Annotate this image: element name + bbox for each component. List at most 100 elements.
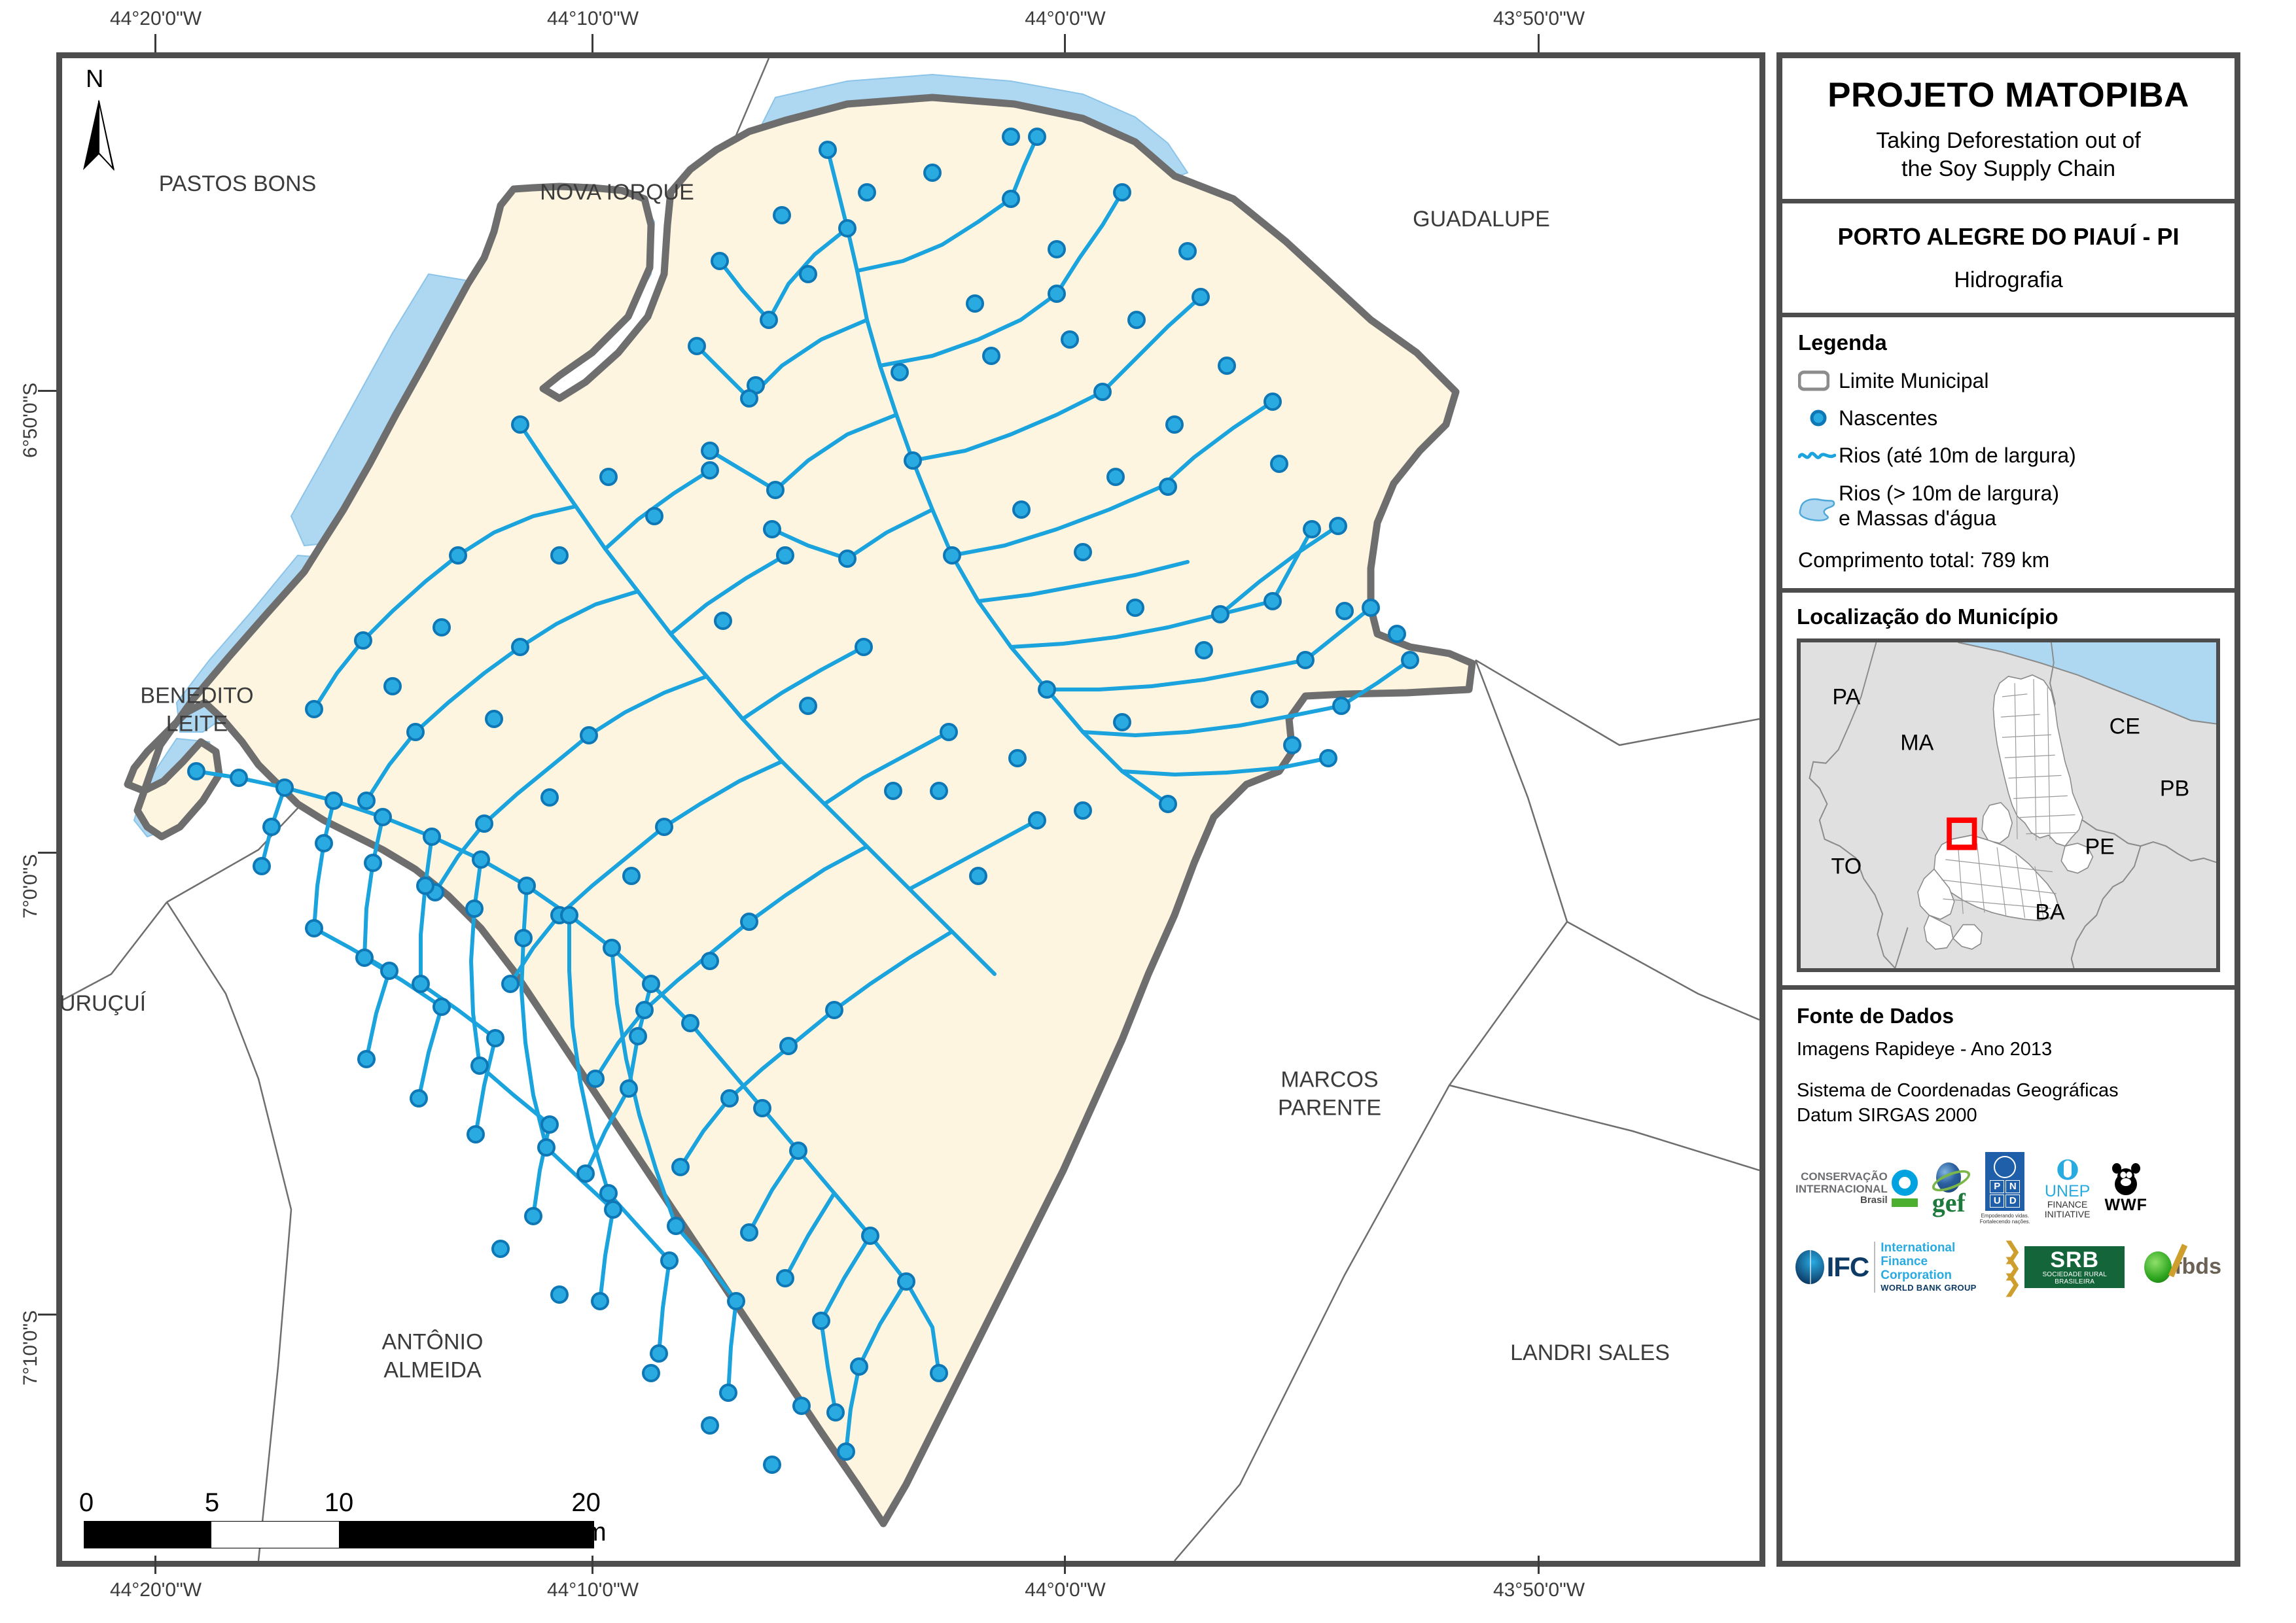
legend-item-limite-municipal: Limite Municipal [1798, 368, 2219, 393]
fbds-wordmark: fbds [2174, 1254, 2221, 1280]
graticule-bottom-3: 43°50'0"W [1492, 1579, 1585, 1601]
municipality-name: PORTO ALEGRE DO PIAUÍ - PI [1837, 222, 2180, 250]
municipality-section: PORTO ALEGRE DO PIAUÍ - PI Hidrografia [1782, 203, 2234, 317]
graticule-tick-top-0 [154, 34, 156, 52]
ifc-wbg: WORLD BANK GROUP [1881, 1282, 1977, 1293]
wwf-wordmark: WWF [2104, 1195, 2147, 1214]
scale-bar-track [84, 1521, 594, 1548]
north-arrow-glyph [83, 99, 115, 171]
place-label-landri-sales: LANDRI SALES [1510, 1340, 1670, 1365]
partner-logos: CONSERVAÇÃO INTERNACIONAL Brasil gef P [1782, 1135, 2234, 1304]
legend-title: Legenda [1798, 330, 1887, 355]
unep-emblem-icon [2054, 1157, 2081, 1183]
place-label-benedito-leite: BENEDITO LEITE [140, 683, 254, 737]
gef-logo: gef [1932, 1162, 1966, 1216]
fbds-leaf-icon [2144, 1244, 2188, 1283]
graticule-tick-top-3 [1538, 34, 1540, 52]
total-length-label: Comprimento total: 789 km [1798, 548, 2050, 572]
municipal-boundary-icon [1798, 370, 1839, 391]
project-title: PROJETO MATOPIBA [1828, 76, 2189, 114]
pnud-letter-p: P [1990, 1179, 2005, 1193]
graticule-tick-bottom-0 [154, 1556, 156, 1574]
logo-row-1: CONSERVAÇÃO INTERNACIONAL Brasil gef P [1795, 1151, 2221, 1225]
graticule-tick-bottom-1 [592, 1556, 593, 1574]
project-subtitle-line1: Taking Deforestation out of [1876, 128, 2141, 153]
unep-wordmark: UNEP [2044, 1182, 2091, 1201]
graticule-bottom-1: 44°10'0"W [546, 1579, 639, 1601]
north-arrow: N [69, 65, 128, 177]
ifc-logo: IFC International Finance Corporation WO… [1795, 1241, 1983, 1293]
location-inset-map[interactable]: PA MA CE PB PE TO BA [1797, 638, 2220, 972]
graticule-left-1: 7°0'0"S [20, 854, 41, 918]
ifc-globe-icon [1795, 1249, 1824, 1284]
graticule-tick-bottom-3 [1538, 1556, 1540, 1574]
inset-state-label-ba: BA [2035, 899, 2065, 925]
un-emblem-icon [1994, 1155, 2017, 1178]
pnud-tagline-1: Empoderando vidas. [1981, 1212, 2029, 1219]
municipality-highlight-box [1947, 817, 1977, 850]
ci-line2: INTERNACIONAL [1795, 1182, 1888, 1195]
legend-label-1: Nascentes [1839, 406, 1938, 430]
ifc-wordmark: IFC [1826, 1251, 1870, 1282]
inset-state-label-pa: PA [1832, 684, 1861, 710]
location-title: Localização do Município [1797, 604, 2058, 629]
wheat-icon: ❯ ❯ ❯ [2002, 1237, 2022, 1297]
location-inset-svg [1801, 642, 2216, 968]
ifc-full-2: Finance Corporation [1881, 1254, 1952, 1282]
unep-fi-logo: UNEP FINANCE INITIATIVE [2044, 1157, 2091, 1220]
pnud-letter-d: D [2005, 1194, 2021, 1208]
graticule-tick-left-2 [38, 1314, 56, 1316]
ci-line1: CONSERVAÇÃO [1801, 1170, 1888, 1183]
legend-label-2: Rios (até 10m de largura) [1839, 444, 2076, 468]
place-label-urucui: URUÇUÍ [59, 990, 147, 1016]
data-source-section: Fonte de Dados Imagens Rapideye - Ano 20… [1782, 990, 2234, 1135]
graticule-top-2: 44°0'0"W [1025, 8, 1106, 29]
ifc-full-1: International [1881, 1241, 1956, 1255]
legend-item-rios-pequenos: Rios (até 10m de largura) [1798, 443, 2219, 468]
place-label-nova-iorque: NOVA IORQUE [540, 179, 694, 205]
graticule-bottom-0: 44°20'0"W [109, 1579, 202, 1601]
graticule-tick-left-1 [38, 852, 56, 854]
pnud-tagline-2: Fortalecendo nações. [1979, 1218, 2030, 1225]
pnud-logo: P N U D Empoderando vidas. Fortalecendo … [1979, 1151, 2030, 1225]
map-frame[interactable] [56, 52, 1765, 1567]
inset-state-label-ce: CE [2109, 714, 2140, 739]
scale-label-0: 0 [79, 1488, 94, 1517]
scale-bar-segment-white [211, 1522, 339, 1548]
wwf-logo: WWF [2104, 1162, 2147, 1215]
project-subtitle-line2: the Soy Supply Chain [1901, 156, 2115, 181]
data-source-line2: Sistema de Coordenadas Geográficas [1797, 1080, 2119, 1102]
unep-finance: FINANCE [2047, 1198, 2088, 1210]
panda-icon [2112, 1162, 2141, 1195]
graticule-tick-top-2 [1064, 34, 1066, 52]
place-label-guadalupe: GUADALUPE [1413, 206, 1550, 232]
data-source-title: Fonte de Dados [1797, 1003, 1954, 1028]
srb-subtitle: SOCIEDADE RURAL BRASILEIRA [2042, 1270, 2108, 1285]
ci-bar-icon [1891, 1198, 1918, 1207]
graticule-top-3: 43°50'0"W [1492, 8, 1585, 29]
small-river-line-icon [1798, 447, 1839, 464]
conservacao-internacional-logo: CONSERVAÇÃO INTERNACIONAL Brasil [1795, 1169, 1918, 1207]
graticule-left-2: 7°10'0"S [20, 1310, 41, 1386]
data-source-line1: Imagens Rapideye - Ano 2013 [1797, 1038, 2053, 1060]
graticule-tick-top-1 [592, 34, 593, 52]
spring-points [187, 128, 1419, 1474]
place-label-pastos-bons: PASTOS BONS [158, 171, 317, 196]
data-source-line3: Datum SIRGAS 2000 [1797, 1104, 1977, 1126]
graticule-top-1: 44°10'0"W [546, 8, 639, 29]
large-river-polygon-icon [1798, 495, 1839, 521]
inset-state-label-to: TO [1831, 854, 1862, 879]
map-canvas[interactable] [62, 58, 1759, 1561]
ci-ring-icon [1891, 1169, 1918, 1196]
pnud-letter-u: U [1990, 1194, 2005, 1208]
place-label-marcos-parente: MARCOS PARENTE [1277, 1067, 1382, 1121]
fbds-logo: fbds [2144, 1244, 2221, 1283]
graticule-bottom-2: 44°0'0"W [1025, 1579, 1106, 1601]
inset-state-label-ma: MA [1900, 730, 1934, 756]
project-title-section: PROJETO MATOPIBA Taking Deforestation ou… [1782, 58, 2234, 203]
inset-state-label-pb: PB [2159, 776, 2190, 801]
legend-item-rios-grandes: Rios (> 10m de largura) e Massas d'água [1798, 481, 2219, 531]
pnud-letter-n: N [2005, 1179, 2021, 1193]
spring-point-icon [1798, 407, 1839, 429]
graticule-top-0: 44°20'0"W [109, 8, 202, 29]
